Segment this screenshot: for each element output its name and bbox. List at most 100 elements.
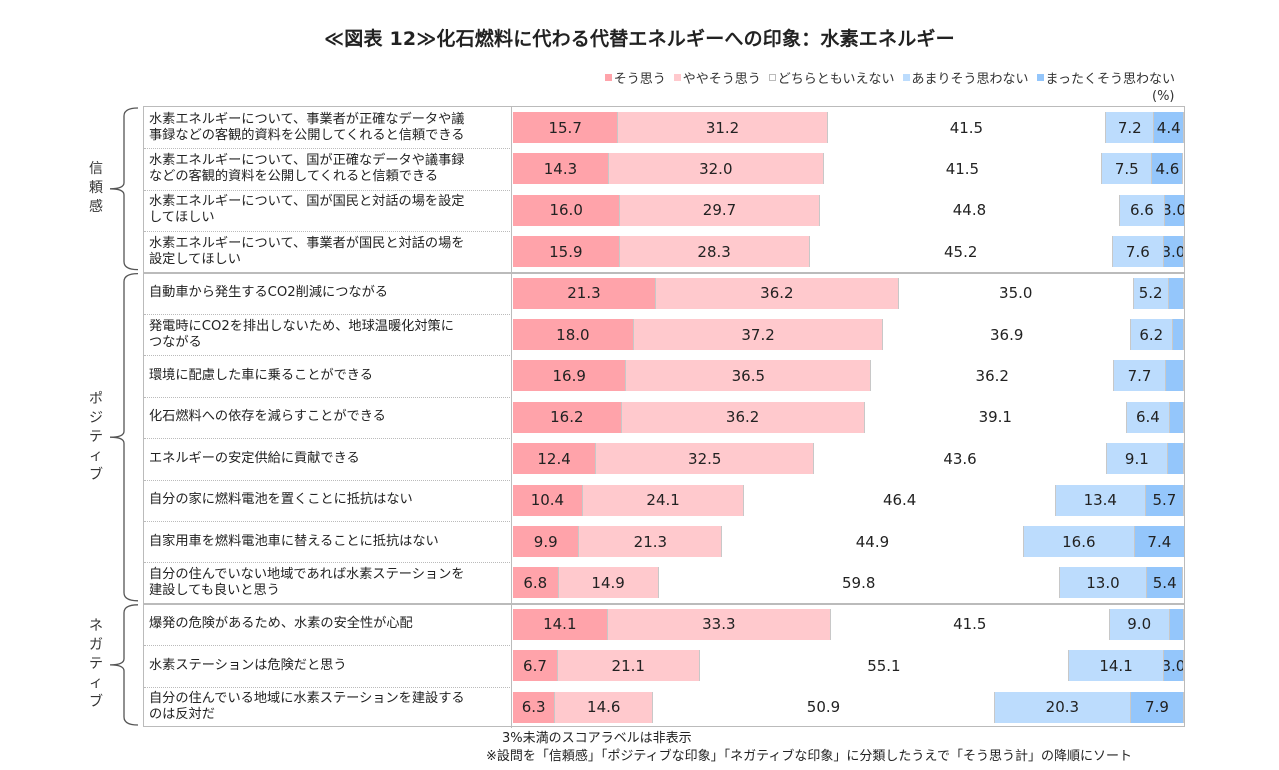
row-label: 水素ステーションは危険だと思う xyxy=(144,645,512,687)
bar-segment: 21.3 xyxy=(513,277,656,309)
bar-segment: 6.3 xyxy=(513,691,556,723)
data-label: 43.6 xyxy=(943,449,977,468)
bar-segment: 13.0 xyxy=(1059,567,1148,599)
data-label: 9.1 xyxy=(1124,449,1149,468)
bar-segment: 46.4 xyxy=(744,484,1056,516)
data-label: 44.8 xyxy=(952,201,987,220)
bar-segment: 41.5 xyxy=(827,112,1107,143)
table-row: 自家用車を燃料電池車に替えることに抵抗はない 9.9 21.3 44.9 16.6 7.4 xyxy=(144,521,1184,563)
data-label: 6.8 xyxy=(523,573,548,592)
data-label: 12.4 xyxy=(537,449,571,468)
bar-segment: 24.1 xyxy=(582,484,745,516)
row-label-line: のは反対だ xyxy=(149,707,215,723)
bar-area: 6.8 14.9 59.8 13.0 5.4 xyxy=(513,562,1184,603)
group-separator xyxy=(144,602,1184,605)
row-separator xyxy=(144,314,512,315)
legend-label: そう思う xyxy=(613,72,666,87)
data-label: 32.0 xyxy=(699,159,733,178)
bar-segment: 44.8 xyxy=(819,194,1121,226)
data-label: 16.0 xyxy=(549,201,583,220)
legend-label: まったくそう思わない xyxy=(1045,72,1175,87)
table-row: エネルギーの安定供給に貢献できる 12.4 32.5 43.6 9.1 xyxy=(144,438,1184,480)
bar-segment: 7.2 xyxy=(1106,112,1155,143)
row-label: 環境に配慮した車に乗ることができる xyxy=(144,355,512,397)
bar-segment: 14.9 xyxy=(558,567,659,599)
bar-area: 6.7 21.1 55.1 14.1 3.0 xyxy=(513,645,1184,686)
data-label: 36.5 xyxy=(731,366,766,385)
row-label: エネルギーの安定供給に貢献できる xyxy=(144,438,512,480)
group-brace xyxy=(109,272,139,602)
bar-segment: 6.2 xyxy=(1130,319,1173,350)
bar-area: 18.0 37.2 36.9 6.2 xyxy=(513,314,1184,355)
bar-segment: 44.9 xyxy=(722,526,1024,557)
data-label: 16.2 xyxy=(550,408,584,427)
bar-segment: 15.7 xyxy=(513,112,619,143)
group-label-char: ガ xyxy=(89,637,103,654)
bar-segment: 33.3 xyxy=(607,608,832,640)
data-label: 18.0 xyxy=(556,325,590,344)
data-label: 3.0 xyxy=(1164,242,1184,261)
row-separator xyxy=(144,521,512,522)
data-label: 21.3 xyxy=(567,284,601,303)
group-label-char: 信 xyxy=(89,161,103,178)
bar-segment: 9.9 xyxy=(513,526,580,557)
bar-area: 6.3 14.6 50.9 20.3 7.9 xyxy=(513,687,1184,728)
group-label-char: テ xyxy=(89,428,103,445)
row-label: 自動車から発生するCO2削減につながる xyxy=(144,272,512,314)
data-label: 55.1 xyxy=(867,656,901,675)
group-label-char: 頼 xyxy=(89,180,103,197)
row-label: 化石燃料への依存を減らすことができる xyxy=(144,396,512,439)
legend-item: まったくそう思わない xyxy=(1036,68,1175,87)
data-label: 6.4 xyxy=(1135,408,1160,427)
row-label-line: などの客観的資料を公開してくれると信頼できる xyxy=(149,169,439,185)
group-label-char: ネ xyxy=(89,618,103,635)
table-row: 自分の住んでいる地域に水素ステーションを建設する のは反対だ 6.3 14.6 50.9… xyxy=(144,686,1184,728)
bar-segment: 41.5 xyxy=(831,608,1110,640)
legend-label: どちらともいえない xyxy=(777,72,895,87)
bar-segment: 36.5 xyxy=(626,360,872,392)
bar-segment: 18.0 xyxy=(513,319,634,350)
table-row: 化石燃料への依存を減らすことができる 16.2 36.2 39.1 6.4 xyxy=(144,396,1184,439)
row-label-line: 発電時にCO2を排出しないため、地球温暖化対策に xyxy=(149,318,454,334)
legend-swatch xyxy=(902,74,910,81)
data-label: 7.5 xyxy=(1114,159,1139,178)
data-label: 24.1 xyxy=(646,491,680,510)
row-separator xyxy=(144,148,512,150)
row-label-line: 設定してほしい xyxy=(149,251,241,267)
bar-segment: 36.2 xyxy=(655,277,899,309)
data-label: 14.6 xyxy=(587,698,621,717)
bar-area: 21.3 36.2 35.0 5.2 xyxy=(513,273,1184,314)
data-label: 6.6 xyxy=(1129,201,1154,220)
data-label: 36.2 xyxy=(975,366,1009,385)
row-separator xyxy=(144,231,512,233)
bar-segment xyxy=(1167,443,1184,475)
bar-segment: 10.4 xyxy=(513,484,583,516)
bar-segment: 36.9 xyxy=(883,319,1131,350)
bar-segment: 3.0 xyxy=(1164,194,1184,226)
bar-segment: 12.4 xyxy=(513,443,597,475)
bar-segment xyxy=(1172,319,1184,350)
row-label-line: 自動車から発生するCO2削減につながる xyxy=(149,285,388,301)
row-separator xyxy=(144,396,512,398)
bar-segment: 3.0 xyxy=(1163,650,1184,682)
data-label: 41.5 xyxy=(945,159,980,178)
data-label: 4.6 xyxy=(1155,159,1180,178)
data-label: 5.4 xyxy=(1152,573,1177,592)
row-label-line: 事録などの客観的資料を公開してくれると信頼できる xyxy=(149,127,465,143)
row-separator xyxy=(144,479,512,481)
data-label: 36.2 xyxy=(760,284,794,303)
group-label-char: 感 xyxy=(89,199,103,216)
bar-segment: 32.5 xyxy=(596,443,815,475)
row-label: 発電時にCO2を排出しないため、地球温暖化対策に つながる xyxy=(144,314,512,356)
data-label: 29.7 xyxy=(702,201,737,220)
row-label-line: 建設しても良いと思う xyxy=(149,583,280,599)
bar-segment: 32.0 xyxy=(608,153,824,185)
row-label-line: 水素ステーションは危険だと思う xyxy=(149,657,347,673)
group-label-char: ブ xyxy=(89,466,103,483)
table-row: 水素エネルギーについて、事業者が国民と対話の場を 設定してほしい 15.9 28.3 4… xyxy=(144,231,1184,273)
row-label: 水素エネルギーについて、国が国民と対話の場を設定 してほしい xyxy=(144,189,512,232)
data-label: 14.3 xyxy=(543,159,578,178)
row-label: 自分の住んでいる地域に水素ステーションを建設する のは反対だ xyxy=(144,686,512,728)
bar-area: 12.4 32.5 43.6 9.1 xyxy=(513,438,1184,479)
data-label: 5.2 xyxy=(1138,284,1163,303)
